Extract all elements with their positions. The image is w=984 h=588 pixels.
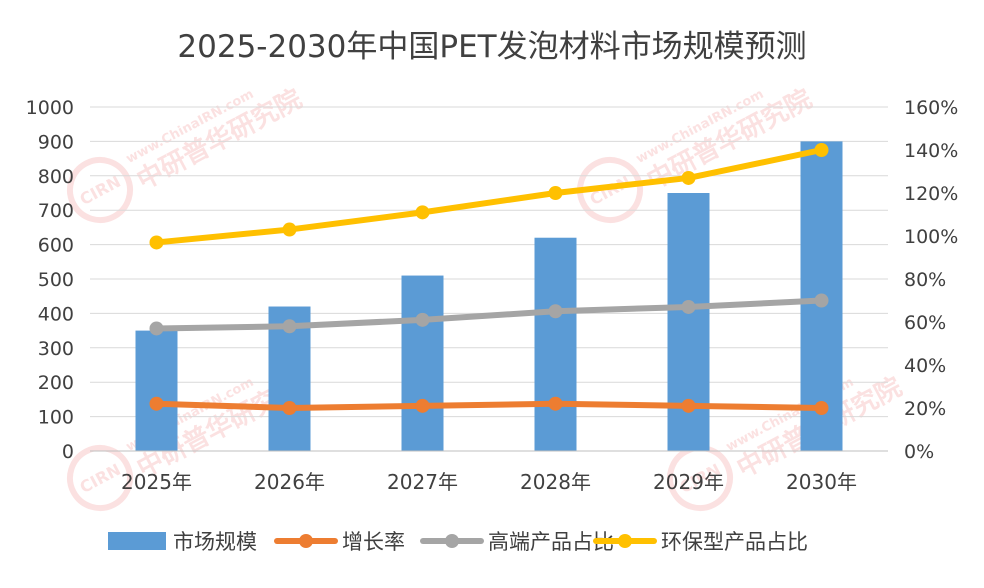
- series-line: [153, 400, 825, 411]
- x-tick-label: 2028年: [520, 470, 591, 494]
- data-point: [814, 293, 829, 308]
- gridlines: [90, 106, 888, 418]
- y-right-tick-label: 20%: [904, 398, 946, 420]
- data-point: [149, 235, 164, 250]
- y-right-tick-label: 80%: [904, 269, 946, 291]
- x-tick-label: 2026年: [254, 470, 325, 494]
- x-tick-label: 2025年: [121, 470, 192, 494]
- series-line: [153, 297, 825, 332]
- chart-title: 2025-2030年中国PET发泡材料市场规模预测: [177, 29, 806, 65]
- y-left-tick-label: 200: [38, 372, 74, 394]
- y-left-tick-label: 100: [38, 407, 74, 429]
- data-point: [149, 321, 164, 336]
- x-tick-label: 2030年: [786, 470, 857, 494]
- legend-swatch: [108, 532, 166, 550]
- legend-label: 增长率: [342, 530, 405, 554]
- data-point: [548, 396, 563, 411]
- watermark-logo-ring: [667, 445, 733, 511]
- watermark-logo-ring: [67, 445, 133, 511]
- data-point: [415, 205, 430, 220]
- y-left-tick-label: 600: [38, 235, 74, 257]
- y-right-tick-label: 120%: [904, 183, 958, 205]
- axes: 0 100 200 300 400 500 600 700 800 900 1000 0% 20% 40%…: [26, 97, 959, 494]
- x-tick-label: 2027年: [387, 470, 458, 494]
- data-point: [681, 170, 696, 185]
- y-left-tick-label: 0: [62, 441, 74, 463]
- y-right-tick-label: 160%: [904, 97, 958, 119]
- y-right-tick-label: 40%: [904, 355, 946, 377]
- data-point: [415, 398, 430, 413]
- y-left-tick-label: 400: [38, 303, 74, 325]
- line-series: [149, 143, 829, 415]
- data-point: [282, 222, 297, 237]
- legend-item: 高端产品占比: [420, 530, 614, 554]
- x-tick-label: 2029年: [653, 470, 724, 494]
- legend-label: 环保型产品占比: [661, 530, 808, 554]
- y-right-tick-label: 140%: [904, 140, 958, 162]
- data-point: [681, 299, 696, 314]
- data-point: [548, 186, 563, 200]
- legend-item: 环保型产品占比: [593, 530, 808, 554]
- data-point: [149, 396, 164, 411]
- bar: [401, 275, 444, 451]
- y-left-tick-label: 300: [38, 338, 74, 360]
- data-point: [814, 401, 829, 415]
- legend-label: 高端产品占比: [488, 530, 614, 554]
- bar: [534, 237, 577, 451]
- bar: [135, 330, 178, 451]
- y-left-tick-label: 500: [38, 269, 74, 291]
- y-left-tick-label: 1000: [26, 97, 74, 119]
- y-right-tick-label: 60%: [904, 312, 946, 334]
- y-left-tick-label: 700: [38, 200, 74, 222]
- y-right-tick-label: 0%: [904, 441, 934, 463]
- data-point: [814, 143, 829, 157]
- data-point: [681, 398, 696, 413]
- data-point: [415, 312, 430, 327]
- legend-marker: [299, 534, 313, 548]
- y-left-tick-label: 900: [38, 131, 74, 153]
- legend-item: 增长率: [274, 530, 405, 554]
- legend: 市场规模 增长率 高端产品占比 环保型产品占比: [108, 530, 808, 554]
- y-right-tick-label: 100%: [904, 226, 958, 248]
- data-point: [548, 304, 563, 319]
- y-left-tick-label: 800: [38, 166, 74, 188]
- data-point: [282, 401, 297, 415]
- legend-marker: [618, 534, 632, 548]
- legend-label: 市场规模: [173, 530, 257, 554]
- legend-item: 市场规模: [108, 530, 257, 554]
- legend-marker: [445, 534, 459, 548]
- data-point: [282, 319, 297, 334]
- series-line: [153, 147, 825, 246]
